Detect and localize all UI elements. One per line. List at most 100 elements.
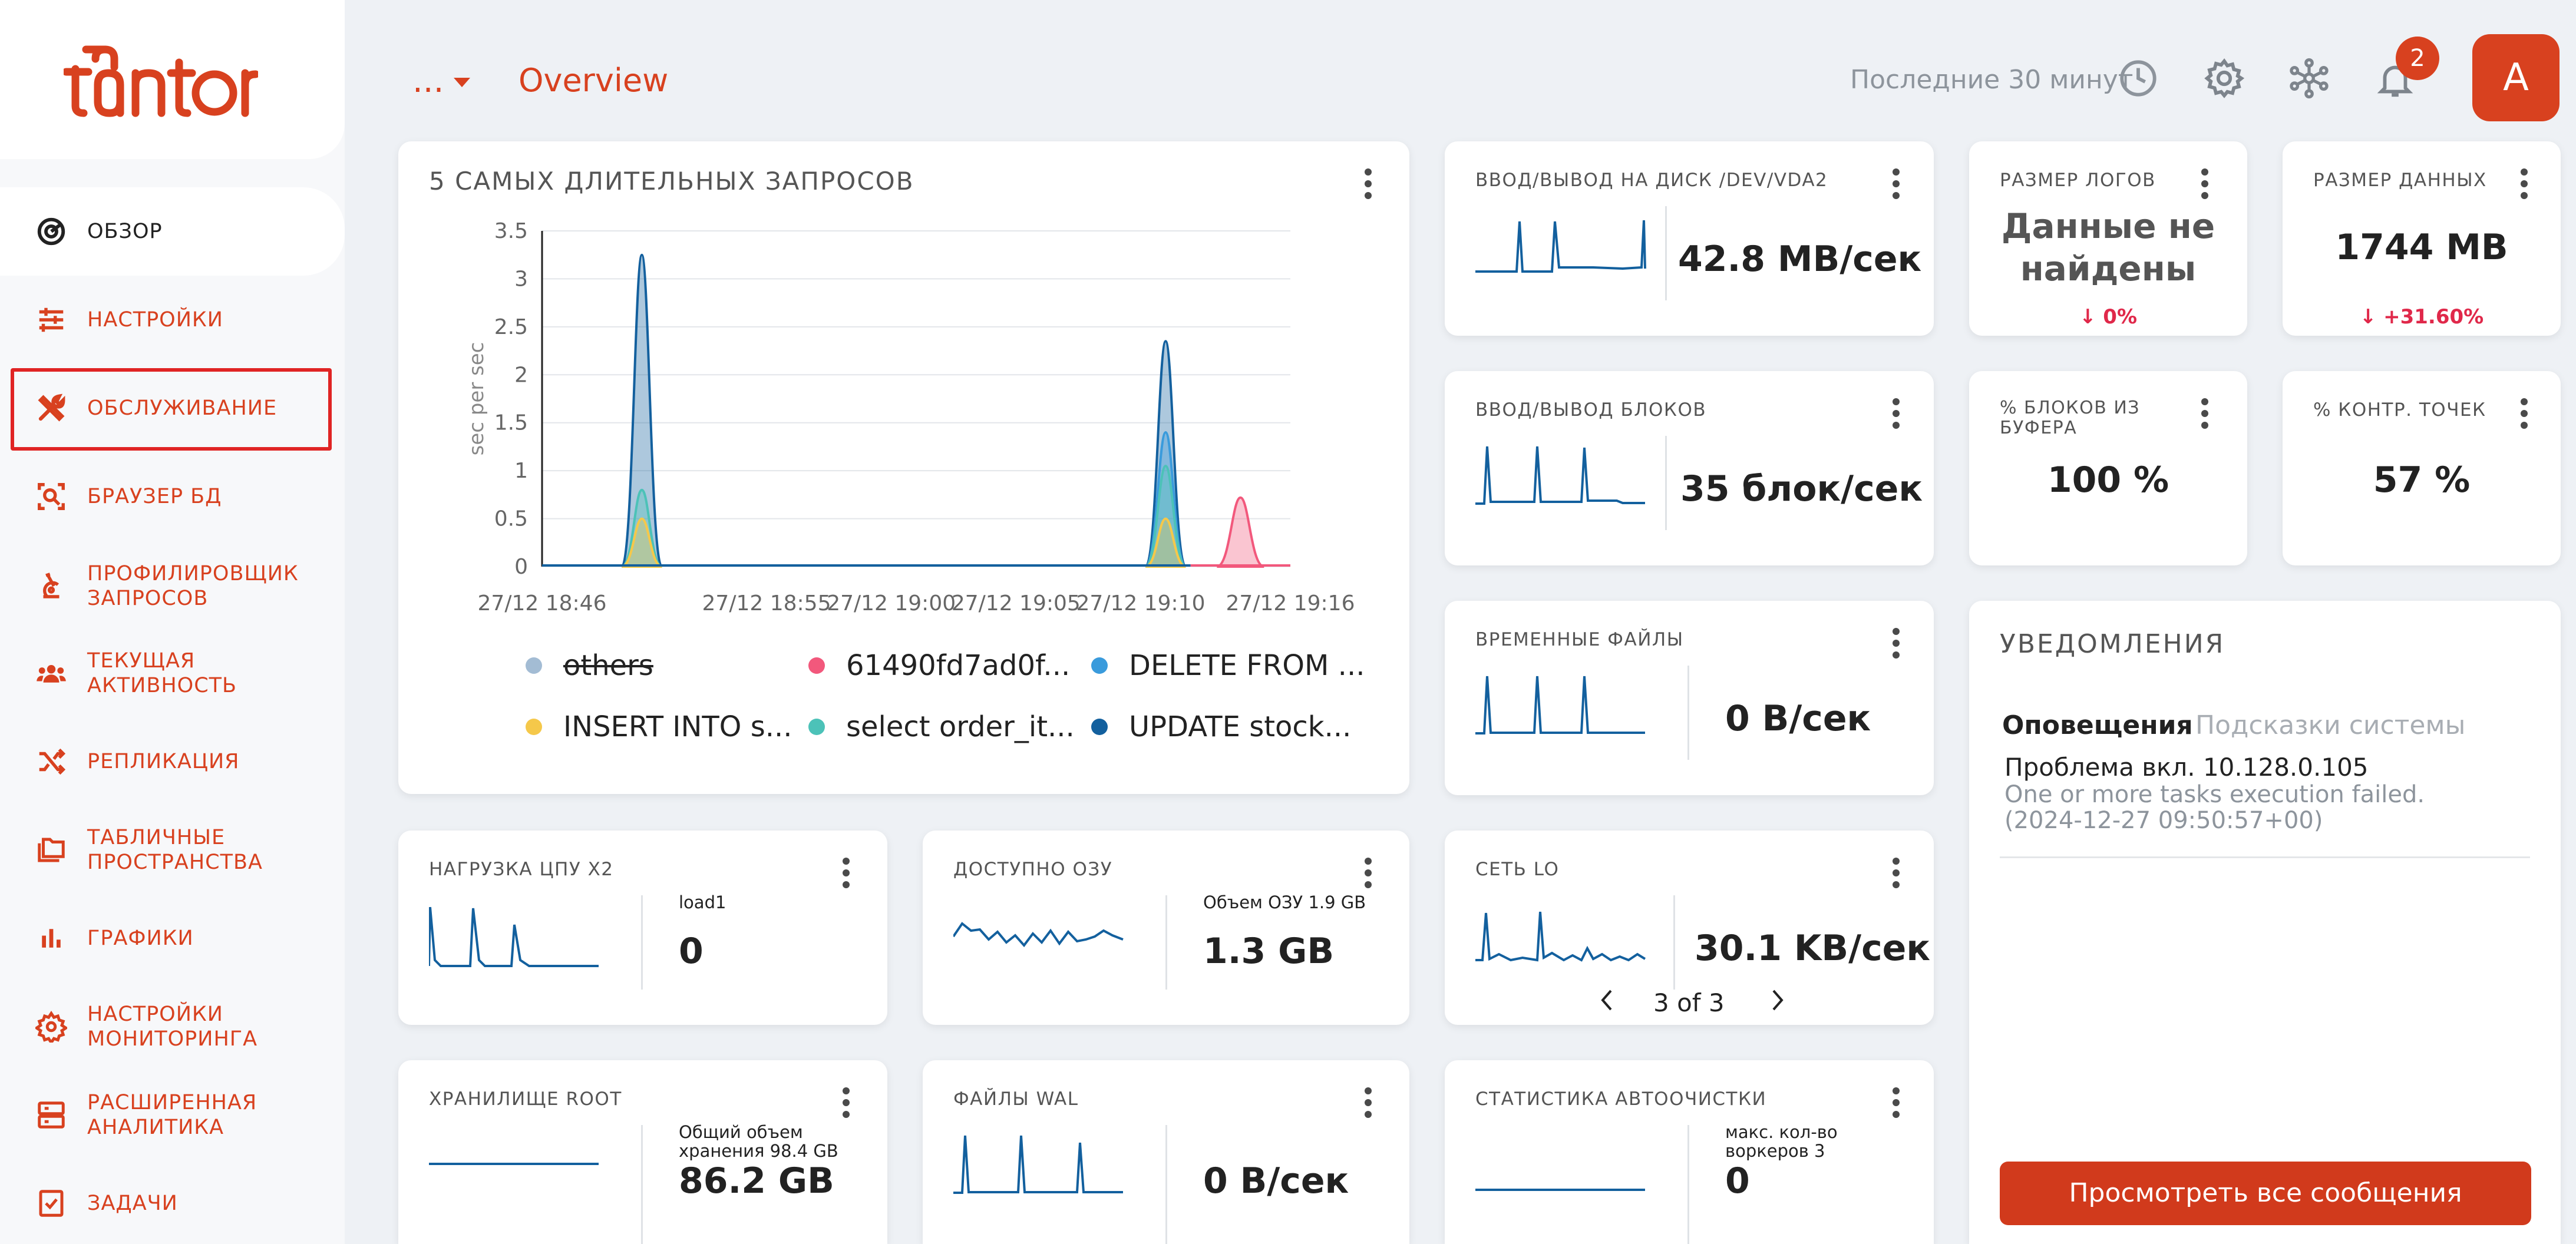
overview-icon [37,217,65,246]
sidebar-item-advanced-analytics[interactable]: РАСШИРЕННАЯ АНАЛИТИКА [12,1088,333,1142]
chevron-left-icon[interactable] [1598,988,1616,1012]
x-tick-label: 27/12 18:46 [478,591,607,616]
divider [641,895,643,990]
autovacuum-sparkline [1475,1189,1645,1191]
more-menu-icon[interactable] [1362,1087,1374,1123]
sidebar-item-overview[interactable]: ОБЗОР [12,211,333,252]
y-tick-label: 2.5 [494,315,528,339]
sidebar-item-settings[interactable]: НАСТРОЙКИ [12,299,333,340]
series-peak[interactable] [620,253,663,568]
tantor-logo[interactable] [64,37,258,119]
sidebar-item-maintenance[interactable]: ОБСЛУЖИВАНИЕ [12,388,333,429]
sidebar-item-label: ЗАДАЧИ [87,1192,178,1215]
card-title: СТАТИСТИКА АВТООЧИСТКИ [1475,1088,1767,1110]
clock-icon[interactable] [2118,58,2159,99]
metric-delta: ↓ +31.60% [2359,305,2484,329]
series-peak[interactable] [621,517,663,568]
sidebar-item-charts[interactable]: ГРАФИКИ [12,918,333,959]
metric-value: 35 блок/сек [1680,468,1923,509]
legend-item-insert[interactable]: INSERT INTO s... [526,710,792,743]
more-menu-icon[interactable] [1890,398,1902,434]
more-menu-icon[interactable] [840,858,852,893]
series-peak[interactable] [1145,517,1187,568]
divider [1687,666,1689,760]
view-all-messages-button[interactable]: Просмотреть все сообщения [2000,1162,2531,1225]
checkpoint-card: % КОНТР. ТОЧЕК 57 % [2283,371,2561,565]
more-menu-icon[interactable] [2518,398,2530,434]
legend-item-update[interactable]: UPDATE stock... [1091,710,1351,743]
metric-value: 86.2 GB [679,1160,834,1202]
cluster-topology-icon[interactable] [2288,58,2330,99]
y-tick-label: 3.5 [494,219,528,243]
ram-sparkline [953,922,1124,948]
metric-value: 42.8 MB/сек [1678,239,1922,280]
more-menu-icon[interactable] [1890,858,1902,893]
instance-selector[interactable]: ... [412,62,444,100]
sidebar-item-label: ОБСЛУЖИВАНИЕ [87,396,278,420]
net-lo-card: СЕТЬ LO 30.1 KB/сек 3 of 3 [1445,831,1934,1025]
sidebar-item-tasks[interactable]: ЗАДАЧИ [12,1183,333,1224]
notification-item[interactable]: Проблема вкл. 10.128.0.105 One or more t… [2004,753,2529,833]
series-peak[interactable] [1216,496,1265,568]
microscope-icon [43,573,60,598]
sidebar-item-label: ОБЗОР [87,220,163,243]
label-line-1: ПРОФИЛИРОВЩИК [87,562,299,585]
divider [641,1125,643,1244]
metric-value: 100 % [2047,459,2169,501]
user-avatar[interactable]: A [2472,34,2560,121]
more-menu-icon[interactable] [2199,168,2211,204]
divider [1673,895,1675,990]
y-tick-label: 1.5 [494,411,528,435]
sidebar-item-label: ТАБЛИЧНЫЕ ПРОСТРАНСТВА [87,825,263,875]
sidebar-item-replication[interactable]: РЕПЛИКАЦИЯ [12,741,333,782]
sidebar-item-db-browser[interactable]: БРАУЗЕР БД [12,476,333,517]
divider [1165,895,1167,990]
sidebar: ОБЗОР НАСТРОЙКИ ОБСЛУЖИВАНИЕ БРАУЗЕР БД … [0,0,345,1244]
legend-item-61490fd7ad0f[interactable]: 61490fd7ad0f... [808,649,1070,682]
checklist-icon [39,1190,64,1217]
tab-alerts[interactable]: Оповещения [2002,710,2193,740]
more-menu-icon[interactable] [1362,168,1374,204]
label-line-2: ЗАПРОСОВ [87,587,209,610]
legend-item-select[interactable]: select order_it... [808,710,1075,743]
label-line-2: МОНИТОРИНГА [87,1027,258,1051]
chevron-right-icon[interactable] [1769,988,1786,1012]
wal-files-card: ФАЙЛЫ WAL 0 B/сек [923,1060,1409,1244]
storage-sparkline [429,1163,599,1165]
more-menu-icon[interactable] [1362,858,1374,893]
chevron-down-icon[interactable] [454,78,470,87]
more-menu-icon[interactable] [2518,168,2530,204]
legend-item-delete[interactable]: DELETE FROM ... [1091,649,1365,682]
divider [1665,436,1667,530]
disk-io-sparkline [1475,220,1646,273]
pager-label: 3 of 3 [1653,988,1725,1017]
sidebar-item-query-profiler[interactable]: ПРОФИЛИРОВЩИК ЗАПРОСОВ [12,560,333,613]
time-range-label[interactable]: Последние 30 минут [1850,65,2134,95]
more-menu-icon[interactable] [1890,628,1902,663]
settings-icon[interactable] [2204,58,2245,99]
more-menu-icon[interactable] [1890,1087,1902,1123]
legend-item-others[interactable]: others [526,649,653,682]
series-peak[interactable] [1145,464,1187,568]
card-title: РАЗМЕР ЛОГОВ [2000,170,2156,191]
notifications-panel: УВЕДОМЛЕНИЯ Оповещения Подсказки системы… [1969,601,2561,1244]
more-menu-icon[interactable] [2199,398,2211,434]
legend-dot [808,719,825,735]
sidebar-item-current-activity[interactable]: ТЕКУЩАЯ АКТИВНОСТЬ [12,649,333,697]
legend-dot [808,657,825,674]
sidebar-item-tablespaces[interactable]: ТАБЛИЧНЫЕ ПРОСТРАНСТВА [12,823,333,876]
tab-system-hints[interactable]: Подсказки системы [2195,710,2466,740]
temp-files-sparkline [1475,676,1645,735]
card-title: СЕТЬ LO [1475,859,1560,880]
x-tick-label: 27/12 19:05 [952,591,1081,616]
card-title: ВВОД/ВЫВОД БЛОКОВ [1475,399,1707,421]
label-line-1: ТАБЛИЧНЫЕ [87,826,226,849]
label-line-2: АНАЛИТИКА [87,1116,224,1139]
y-tick-label: 0.5 [494,507,528,531]
sidebar-item-label: НАСТРОЙКИ [87,308,223,332]
more-menu-icon[interactable] [1890,168,1902,204]
legend-dot [526,657,542,674]
metric-value: 0 [1725,1160,1750,1202]
sidebar-item-monitoring-settings[interactable]: НАСТРОЙКИ МОНИТОРИНГА [12,1000,333,1053]
more-menu-icon[interactable] [840,1087,852,1123]
